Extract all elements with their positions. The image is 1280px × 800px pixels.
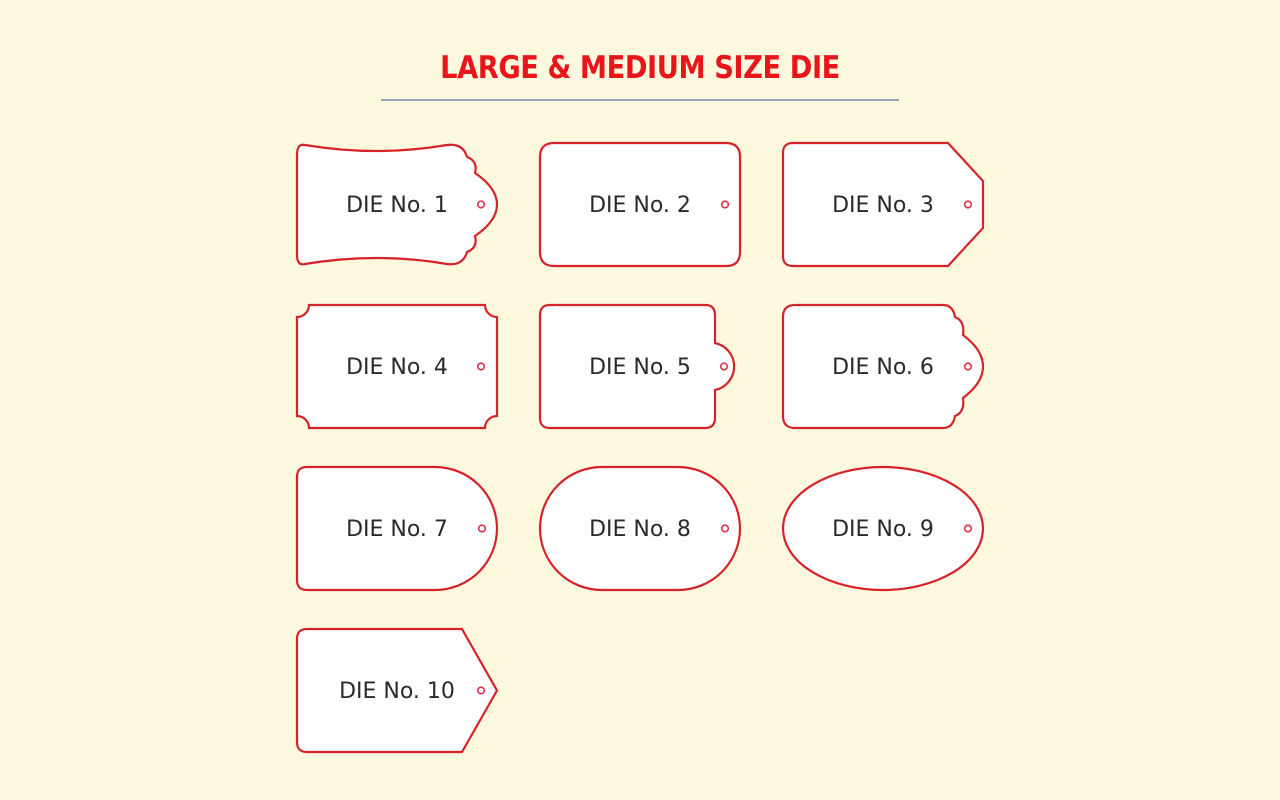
die-label: DIE No. 1 [346,193,448,218]
punch-hole-icon [720,524,730,533]
die-label: DIE No. 5 [589,355,691,380]
die-10: DIE No. 10 [295,627,499,754]
punch-hole-icon [963,362,973,371]
punch-hole-icon [963,200,973,209]
die-label: DIE No. 8 [589,517,691,542]
die-label: DIE No. 4 [346,355,448,380]
die-label: DIE No. 9 [832,517,934,542]
punch-hole-icon [720,200,730,209]
die-label: DIE No. 6 [832,355,934,380]
punch-hole-icon [719,362,729,371]
die-outline [781,303,985,430]
punch-hole-icon [476,362,486,371]
die-label: DIE No. 2 [589,193,691,218]
die-5: DIE No. 5 [538,303,736,430]
die-outline [295,143,499,266]
die-outline [295,627,499,754]
die-7: DIE No. 7 [295,465,499,592]
die-outline [781,141,985,268]
die-6: DIE No. 6 [781,303,985,430]
die-label: DIE No. 7 [346,517,448,542]
punch-hole-icon [476,686,486,695]
title-underline [381,99,899,101]
punch-hole-icon [476,200,486,209]
die-label: DIE No. 10 [339,679,455,704]
die-9: DIE No. 9 [781,465,985,592]
die-outline [538,141,742,268]
die-3: DIE No. 3 [781,141,985,268]
page-title: LARGE & MEDIUM SIZE DIE [440,50,840,86]
die-8: DIE No. 8 [538,465,742,592]
die-2: DIE No. 2 [538,141,742,268]
die-outline [781,465,985,592]
die-4: DIE No. 4 [295,303,499,430]
die-label: DIE No. 3 [832,193,934,218]
punch-hole-icon [477,524,487,533]
die-outline [295,303,499,430]
die-outline [295,465,499,592]
die-1: DIE No. 1 [295,143,499,266]
die-outline [538,303,736,430]
die-outline [538,465,742,592]
punch-hole-icon [963,524,973,533]
